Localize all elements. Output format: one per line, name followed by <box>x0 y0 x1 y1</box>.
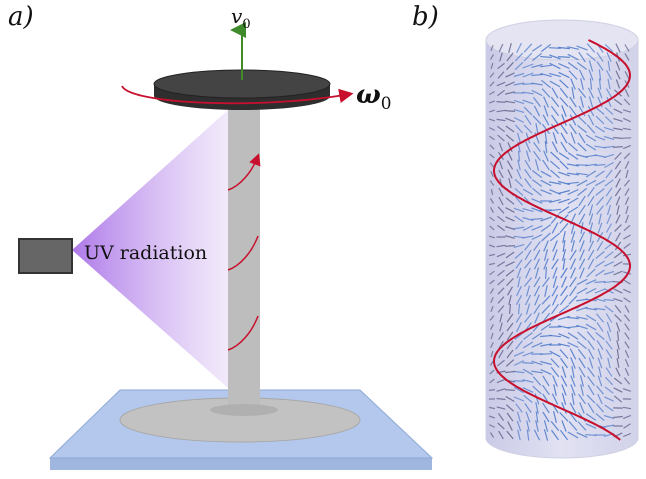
velocity-label: v0 <box>231 4 251 32</box>
director-stroke <box>497 102 506 103</box>
angular-velocity-label: ω0 <box>356 80 392 113</box>
uv-source-box <box>19 239 72 273</box>
lc-cylinder <box>486 20 638 458</box>
director-stroke <box>522 363 533 364</box>
director-stroke <box>505 111 515 112</box>
director-stroke <box>510 304 511 314</box>
director-stroke <box>505 390 515 391</box>
director-stroke <box>558 57 570 58</box>
director-stroke <box>519 151 520 162</box>
director-stroke <box>613 147 623 148</box>
director-stroke <box>489 390 495 391</box>
panel-label-b: b) <box>412 2 439 32</box>
director-stroke <box>505 246 515 247</box>
uv-radiation-label: UV radiation <box>84 242 207 264</box>
director-stroke <box>546 267 547 279</box>
director-stroke <box>540 354 552 355</box>
panel-label-a: a) <box>8 2 34 32</box>
